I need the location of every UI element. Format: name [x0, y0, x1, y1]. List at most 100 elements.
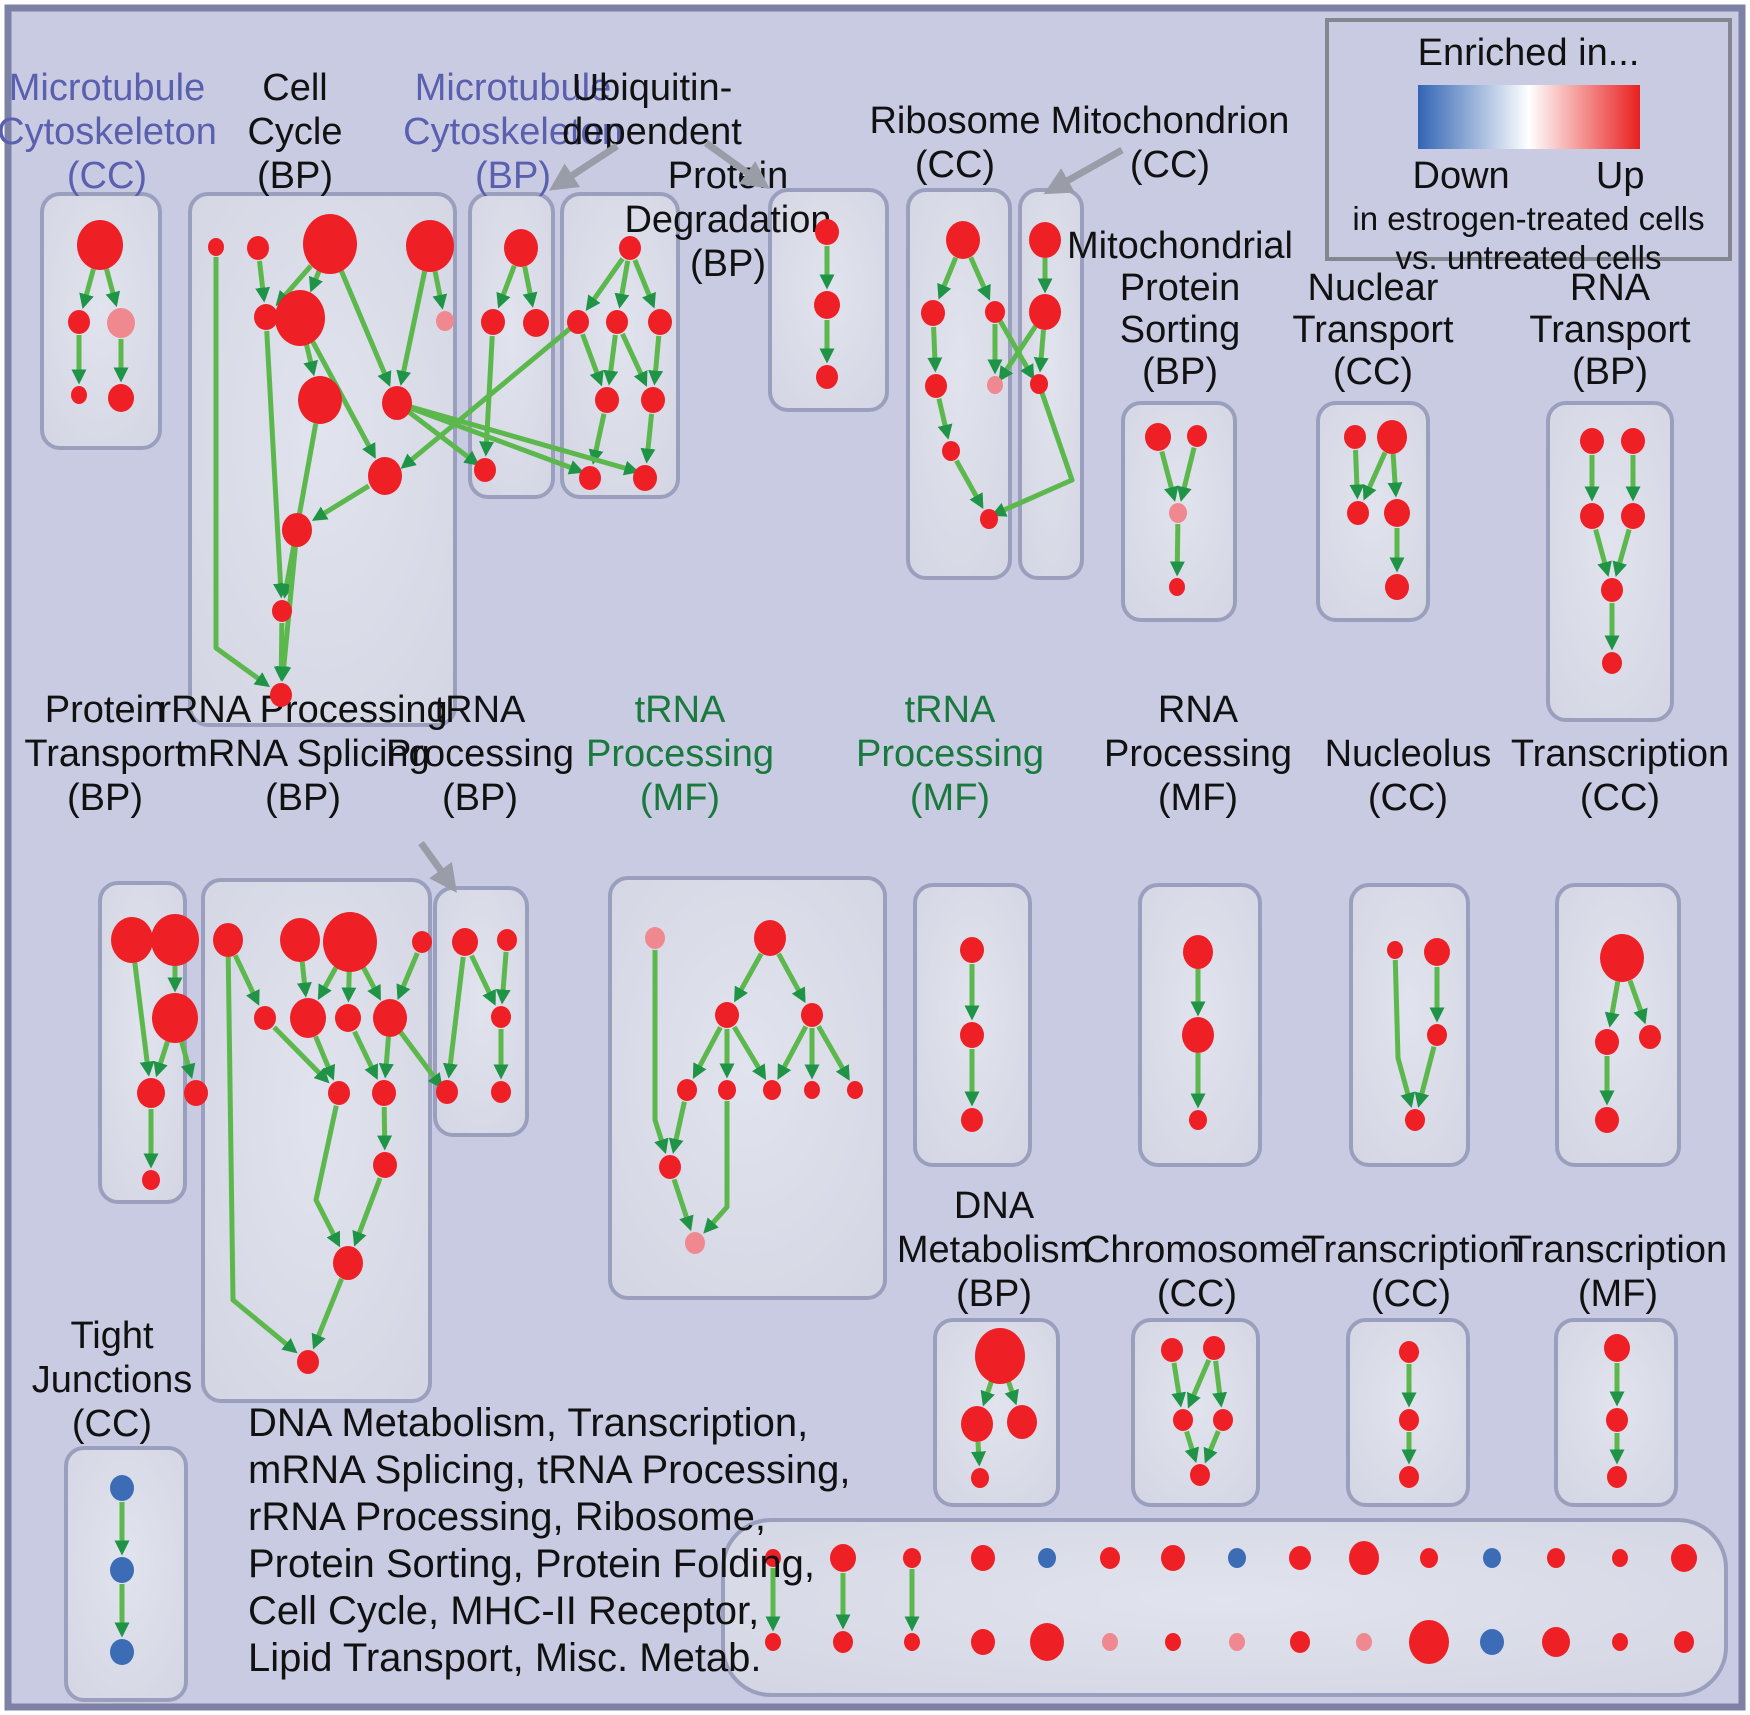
legend-title: Enriched in... — [1417, 32, 1640, 74]
graph-node — [142, 1170, 160, 1190]
graph-node — [270, 683, 292, 707]
graph-node — [1145, 423, 1171, 451]
graph-node — [715, 1002, 739, 1028]
cluster-label-cell-cycle-bp: Cell Cycle (BP) — [247, 67, 342, 197]
graph-node — [1399, 1341, 1419, 1363]
graph-node — [328, 1081, 350, 1105]
graph-node — [382, 386, 412, 420]
graph-node — [815, 219, 839, 245]
graph-edge — [361, 966, 382, 1001]
graph-node — [151, 914, 199, 966]
graph-edge — [496, 264, 517, 309]
graph-edge — [1171, 1362, 1187, 1408]
graph-node — [1007, 1405, 1037, 1439]
graph-edge — [648, 335, 664, 386]
graph-edge — [311, 483, 371, 521]
graph-node — [754, 920, 786, 956]
graph-edge — [1387, 453, 1403, 498]
graph-edge — [272, 1025, 330, 1084]
graph-edge — [1186, 1358, 1212, 1409]
graph-edge — [1184, 1430, 1200, 1464]
graph-node — [1399, 1466, 1419, 1488]
graph-node — [1030, 1623, 1064, 1661]
cluster-box-microtubule-cytoskeleton-cc — [40, 192, 162, 450]
graph-node — [1420, 1548, 1438, 1568]
graph-node — [110, 1475, 134, 1501]
graph-edge — [971, 1441, 987, 1467]
graph-edge — [1392, 959, 1415, 1108]
graph-node — [1100, 1547, 1120, 1569]
graph-edge — [1612, 528, 1632, 578]
graph-edge — [980, 1380, 995, 1407]
graph-node — [1165, 1633, 1181, 1651]
graph-node — [1399, 1409, 1419, 1431]
graph-node — [1387, 941, 1403, 959]
graph-node — [1203, 1336, 1225, 1360]
cluster-label-transcription-mf: Transcription (MF) — [1509, 1229, 1727, 1315]
graph-node — [213, 923, 243, 957]
graph-node — [1161, 1545, 1185, 1571]
graph-node — [373, 999, 407, 1037]
graph-node — [980, 509, 998, 529]
graph-edge — [255, 260, 271, 303]
graph-node — [107, 308, 135, 338]
cluster-box-misc-terms — [721, 1518, 1728, 1697]
cluster-box-cell-cycle-bp — [188, 192, 457, 727]
graph-node — [814, 291, 840, 319]
graph-edge — [352, 1177, 383, 1247]
graph-node — [275, 290, 325, 346]
graph-edge — [225, 956, 298, 1354]
graph-node — [971, 1545, 995, 1571]
graph-edge — [104, 268, 121, 308]
graph-node — [1213, 1409, 1233, 1431]
legend-subtitle-line1: in estrogen-treated cells — [1352, 200, 1705, 237]
graph-edge — [233, 954, 260, 1006]
graph-edge — [603, 334, 619, 386]
graph-edge — [311, 1277, 344, 1350]
graph-node — [1169, 578, 1185, 596]
graph-edge — [632, 259, 656, 309]
graph-node — [1674, 1631, 1694, 1653]
graph-node — [1547, 1548, 1565, 1568]
graph-node — [1030, 374, 1048, 394]
graph-node — [685, 1232, 705, 1254]
graph-edge — [341, 970, 357, 1003]
graph-node — [254, 304, 278, 330]
graph-edge — [275, 264, 313, 307]
cluster-label-nucleolus-cc: Nucleolus (CC) — [1325, 733, 1492, 819]
graph-node — [1600, 934, 1644, 982]
graph-edge — [937, 256, 959, 300]
graph-edge — [692, 1026, 723, 1079]
graph-node — [677, 1079, 697, 1101]
graph-edge — [732, 1025, 767, 1081]
graph-edge — [378, 1036, 394, 1079]
graph-node — [960, 1022, 984, 1048]
graph-node — [1601, 578, 1623, 602]
graph-node — [298, 376, 342, 424]
graph-edge — [776, 952, 806, 1004]
graph-node — [1607, 1466, 1627, 1488]
graph-edge — [317, 966, 339, 1001]
cluster-label-rna-transport-bp: RNA Transport (BP) — [1529, 267, 1691, 393]
graph-node — [184, 1080, 208, 1106]
graph-node — [1182, 1017, 1214, 1053]
cluster-label-microtubule-cytoskeleton-cc: Microtubule Cytoskeleton (CC) — [0, 67, 217, 197]
graph-cross-edge — [400, 320, 580, 469]
graph-edge — [671, 1178, 694, 1232]
graph-node — [1424, 938, 1450, 966]
graph-node — [1595, 1029, 1619, 1055]
graph-node — [303, 214, 357, 274]
graph-edge — [352, 1030, 379, 1080]
graph-node — [1671, 1544, 1697, 1572]
graph-edge — [273, 622, 289, 682]
graph-node — [765, 1549, 781, 1567]
graph-node — [903, 1548, 921, 1568]
graph-edge — [1604, 981, 1621, 1028]
graph-edge — [777, 1025, 809, 1080]
cluster-label-transcription-cc-upper: Transcription (CC) — [1511, 733, 1729, 819]
graph-node — [436, 311, 454, 331]
graph-node — [1580, 503, 1604, 529]
graph-node — [247, 236, 269, 260]
graph-node — [1480, 1629, 1504, 1655]
graph-edge — [1203, 1430, 1221, 1464]
